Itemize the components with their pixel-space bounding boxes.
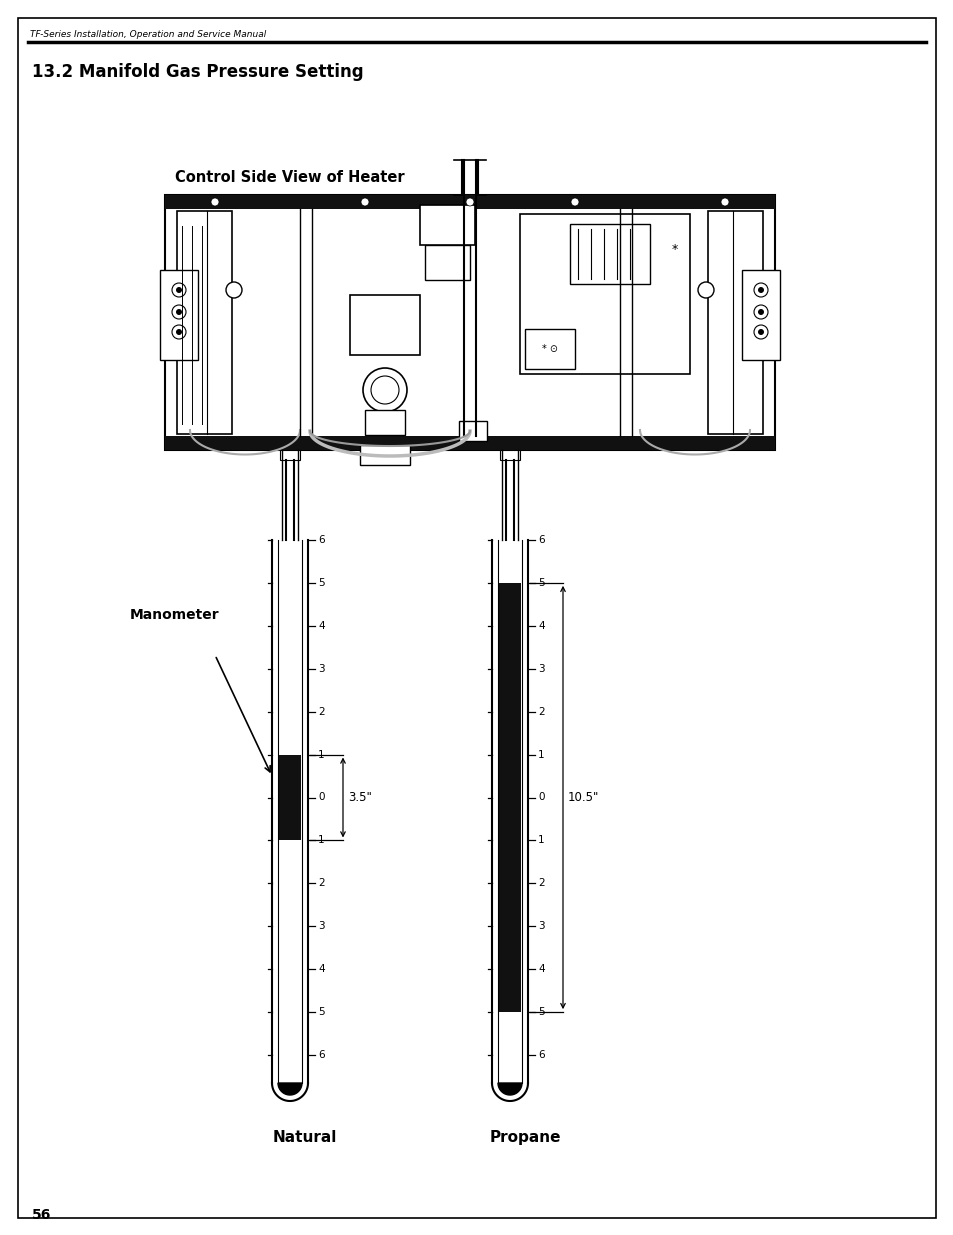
Bar — [165, 195, 774, 209]
Circle shape — [371, 375, 398, 404]
Text: 1: 1 — [537, 750, 544, 760]
Text: 1: 1 — [537, 835, 544, 846]
Bar — [569, 224, 649, 284]
Bar — [424, 245, 470, 280]
Text: 6: 6 — [317, 1050, 324, 1060]
Text: 5: 5 — [537, 578, 544, 588]
Bar — [160, 270, 198, 359]
Text: 3: 3 — [317, 921, 324, 931]
Bar — [498, 583, 520, 1013]
Circle shape — [172, 283, 186, 296]
Bar — [280, 450, 299, 459]
Text: * ⊙: * ⊙ — [541, 345, 558, 354]
Bar — [741, 270, 780, 359]
Text: 2: 2 — [537, 878, 544, 888]
Text: Control Side View of Heater: Control Side View of Heater — [174, 170, 404, 185]
Polygon shape — [277, 1083, 302, 1095]
Circle shape — [753, 283, 767, 296]
Circle shape — [226, 282, 242, 298]
Circle shape — [698, 282, 713, 298]
Circle shape — [758, 329, 763, 335]
Circle shape — [758, 287, 763, 293]
Circle shape — [363, 368, 407, 412]
Text: 3: 3 — [537, 921, 544, 931]
Circle shape — [753, 305, 767, 319]
Text: 56: 56 — [32, 1208, 51, 1221]
Bar — [359, 445, 410, 466]
Text: 6: 6 — [537, 535, 544, 545]
Bar — [177, 211, 232, 433]
Bar — [365, 410, 405, 435]
Circle shape — [465, 198, 474, 206]
Circle shape — [753, 325, 767, 338]
Circle shape — [175, 309, 182, 315]
Circle shape — [172, 305, 186, 319]
Text: 5: 5 — [537, 1007, 544, 1018]
Circle shape — [172, 325, 186, 338]
Polygon shape — [497, 1083, 521, 1095]
Circle shape — [360, 198, 369, 206]
Bar — [707, 211, 762, 433]
Text: 4: 4 — [317, 621, 324, 631]
Text: 5: 5 — [317, 578, 324, 588]
Text: 13.2 Manifold Gas Pressure Setting: 13.2 Manifold Gas Pressure Setting — [32, 63, 363, 82]
Text: 2: 2 — [317, 878, 324, 888]
Text: 5: 5 — [317, 1007, 324, 1018]
Text: 10.5": 10.5" — [567, 790, 598, 804]
Text: 1: 1 — [317, 750, 324, 760]
Text: 4: 4 — [537, 965, 544, 974]
Bar — [350, 295, 419, 354]
Circle shape — [571, 198, 578, 206]
Text: 4: 4 — [317, 965, 324, 974]
Bar — [524, 329, 575, 369]
Bar — [519, 214, 689, 374]
Circle shape — [758, 309, 763, 315]
Text: 2: 2 — [537, 706, 544, 716]
Circle shape — [175, 287, 182, 293]
Text: 0: 0 — [317, 793, 324, 803]
Bar — [458, 421, 486, 441]
Text: Natural: Natural — [273, 1130, 336, 1145]
Bar — [165, 195, 774, 450]
Text: 1: 1 — [317, 835, 324, 846]
Text: 3: 3 — [317, 663, 324, 674]
Text: 3: 3 — [537, 663, 544, 674]
Text: *: * — [671, 242, 678, 256]
Bar — [278, 755, 301, 840]
Text: Propane: Propane — [489, 1130, 560, 1145]
Circle shape — [211, 198, 219, 206]
Circle shape — [720, 198, 728, 206]
Text: 4: 4 — [537, 621, 544, 631]
Text: 6: 6 — [317, 535, 324, 545]
Text: TF-Series Installation, Operation and Service Manual: TF-Series Installation, Operation and Se… — [30, 30, 266, 40]
Bar — [165, 436, 774, 450]
Circle shape — [175, 329, 182, 335]
Text: 6: 6 — [537, 1050, 544, 1060]
Text: 0: 0 — [537, 793, 544, 803]
Bar — [499, 450, 519, 459]
Text: 2: 2 — [317, 706, 324, 716]
Bar — [419, 205, 475, 245]
Text: Manometer: Manometer — [130, 608, 219, 622]
Text: 3.5": 3.5" — [348, 790, 372, 804]
